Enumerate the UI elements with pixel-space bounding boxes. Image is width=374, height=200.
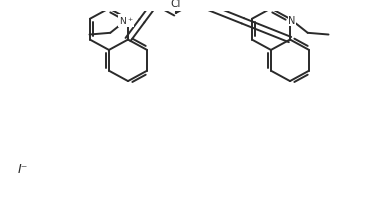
Text: N: N <box>288 16 296 26</box>
Text: N$^+$: N$^+$ <box>119 15 133 27</box>
Text: Cl: Cl <box>171 0 181 9</box>
Text: I⁻: I⁻ <box>18 163 28 176</box>
